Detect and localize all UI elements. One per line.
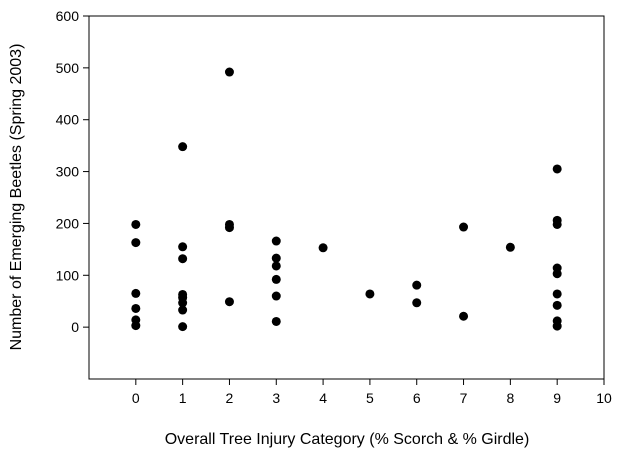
x-tick-label: 8 bbox=[506, 390, 514, 406]
x-tick-label: 7 bbox=[460, 390, 468, 406]
data-point bbox=[178, 322, 188, 332]
data-point bbox=[412, 298, 422, 308]
data-point bbox=[178, 142, 188, 152]
y-tick-label: 600 bbox=[56, 8, 80, 24]
data-point bbox=[412, 280, 422, 290]
data-point bbox=[271, 291, 281, 301]
data-point bbox=[224, 223, 234, 233]
data-point bbox=[178, 242, 188, 252]
plot-area-frame bbox=[88, 15, 605, 380]
data-point bbox=[224, 297, 234, 307]
data-point bbox=[131, 303, 141, 313]
x-tick-label: 9 bbox=[553, 390, 561, 406]
data-point bbox=[552, 289, 562, 299]
y-tick-label: 400 bbox=[56, 112, 80, 128]
data-points bbox=[131, 67, 562, 332]
data-point bbox=[224, 67, 234, 77]
x-axis-label: Overall Tree Injury Category (% Scorch &… bbox=[165, 431, 530, 448]
y-tick-label: 500 bbox=[56, 60, 80, 76]
x-tick-label: 4 bbox=[319, 390, 327, 406]
data-point bbox=[318, 243, 328, 253]
y-axis-label: Number of Emerging Beetles (Spring 2003) bbox=[8, 44, 25, 351]
x-tick-label: 0 bbox=[132, 390, 140, 406]
data-point bbox=[131, 321, 141, 331]
data-point bbox=[131, 219, 141, 229]
data-point bbox=[178, 305, 188, 315]
data-point bbox=[459, 311, 469, 321]
data-point bbox=[459, 222, 469, 232]
x-tick-label: 1 bbox=[179, 390, 187, 406]
data-point bbox=[365, 289, 375, 299]
data-point bbox=[552, 300, 562, 310]
x-tick-label: 2 bbox=[226, 390, 234, 406]
data-point bbox=[178, 254, 188, 264]
x-axis: 0 1 2 3 4 5 6 7 8 9 10 bbox=[132, 379, 612, 406]
data-point bbox=[271, 253, 281, 263]
y-axis: 0 100 200 300 400 500 600 bbox=[56, 8, 89, 335]
x-tick-label: 10 bbox=[596, 390, 612, 406]
data-point bbox=[271, 236, 281, 246]
data-point bbox=[505, 242, 515, 252]
data-point bbox=[552, 321, 562, 331]
data-point bbox=[131, 288, 141, 298]
x-tick-label: 6 bbox=[413, 390, 421, 406]
data-point bbox=[552, 164, 562, 174]
data-point bbox=[552, 219, 562, 229]
x-tick-label: 5 bbox=[366, 390, 374, 406]
data-point bbox=[552, 269, 562, 279]
data-point bbox=[271, 261, 281, 271]
data-point bbox=[271, 316, 281, 326]
y-tick-label: 0 bbox=[71, 319, 79, 335]
y-tick-label: 100 bbox=[56, 267, 80, 283]
data-point bbox=[178, 298, 188, 308]
data-point bbox=[131, 238, 141, 248]
x-tick-label: 3 bbox=[272, 390, 280, 406]
y-tick-label: 200 bbox=[56, 215, 80, 231]
y-tick-label: 300 bbox=[56, 164, 80, 180]
data-point bbox=[271, 274, 281, 284]
